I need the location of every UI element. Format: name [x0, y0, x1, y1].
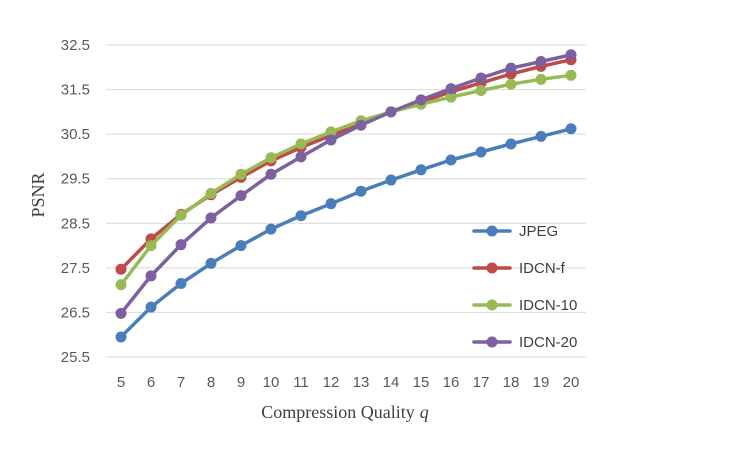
data-point: [505, 78, 517, 90]
x-tick-label: 10: [263, 374, 280, 391]
y-axis-tick-labels: 25.5 26.5 27.5 28.5 29.5 30.5 31.5 32.5: [61, 37, 90, 366]
legend-label: IDCN-20: [519, 334, 577, 351]
data-point: [325, 134, 337, 146]
x-tick-label: 13: [353, 374, 370, 391]
gridlines: [106, 44, 586, 358]
data-point: [295, 210, 307, 222]
data-point: [265, 168, 277, 180]
x-tick-label: 5: [117, 374, 125, 391]
data-point: [235, 240, 247, 252]
data-point: [325, 198, 337, 210]
y-tick-label: 27.5: [61, 260, 90, 277]
data-point: [475, 72, 487, 84]
x-axis-title-variable: q: [420, 402, 429, 422]
x-tick-label: 18: [503, 374, 520, 391]
series-idcn-10: [115, 69, 577, 291]
data-point: [565, 123, 577, 135]
x-tick-label: 19: [533, 374, 550, 391]
data-point: [535, 73, 547, 85]
data-point: [445, 83, 457, 95]
series-lines: [115, 49, 577, 343]
data-point: [295, 151, 307, 163]
legend-label: IDCN-10: [519, 297, 577, 314]
data-point: [175, 277, 187, 289]
data-point: [445, 91, 457, 103]
data-point: [265, 223, 277, 235]
series-jpeg: [115, 123, 577, 343]
data-point: [475, 146, 487, 158]
legend-label: JPEG: [519, 223, 558, 240]
series-line: [119, 127, 573, 339]
legend-entry: IDCN-20: [472, 334, 577, 351]
data-point: [235, 190, 247, 202]
x-axis-title-text: Compression Quality: [261, 402, 415, 422]
series-idcn-20: [115, 49, 577, 319]
x-tick-label: 9: [237, 374, 245, 391]
x-tick-label: 11: [293, 374, 309, 391]
x-tick-label: 20: [563, 374, 580, 391]
data-point: [385, 106, 397, 118]
data-point: [205, 187, 217, 199]
data-point: [205, 212, 217, 224]
x-tick-label: 17: [473, 374, 490, 391]
x-tick-label: 14: [383, 374, 400, 391]
data-point: [445, 154, 457, 166]
data-point: [295, 138, 307, 150]
data-point: [385, 174, 397, 186]
data-point: [565, 69, 577, 81]
y-tick-label: 28.5: [61, 215, 90, 232]
legend-swatch-marker: [486, 225, 498, 237]
data-point: [145, 301, 157, 313]
x-axis-tick-labels: 5 6 7 8 9 10 11 12 13 14 15 16 17 18 19 20: [117, 374, 580, 391]
y-tick-label: 29.5: [61, 171, 90, 188]
series-line: [119, 73, 573, 287]
data-point: [475, 84, 487, 96]
data-point: [565, 49, 577, 61]
data-point: [355, 185, 367, 197]
legend-swatch-marker: [486, 262, 498, 274]
data-point: [115, 279, 127, 291]
x-tick-label: 6: [147, 374, 155, 391]
data-point: [415, 94, 427, 106]
x-tick-label: 7: [177, 374, 185, 391]
legend-label: IDCN-f: [519, 260, 566, 277]
legend-entry: IDCN-10: [472, 297, 577, 314]
data-point: [265, 152, 277, 164]
x-axis-title: Compression Quality q: [261, 402, 429, 422]
data-point: [205, 257, 217, 269]
data-point: [175, 239, 187, 251]
data-point: [145, 270, 157, 282]
data-point: [355, 119, 367, 131]
data-point: [415, 164, 427, 176]
data-point: [115, 263, 127, 275]
x-tick-label: 16: [443, 374, 460, 391]
x-tick-label: 15: [413, 374, 430, 391]
data-point: [145, 240, 157, 252]
legend-entry: JPEG: [472, 223, 558, 240]
data-point: [115, 307, 127, 319]
data-point: [535, 55, 547, 67]
x-tick-label: 12: [323, 374, 340, 391]
y-axis-title: PSNR: [28, 172, 48, 217]
data-point: [175, 209, 187, 221]
y-tick-label: 25.5: [61, 349, 90, 366]
legend: JPEG IDCN-f IDCN-10 IDCN-20: [472, 223, 577, 351]
x-tick-label: 8: [207, 374, 215, 391]
data-point: [505, 138, 517, 150]
data-point: [535, 130, 547, 142]
y-tick-label: 32.5: [61, 37, 90, 54]
data-point: [505, 62, 517, 74]
y-tick-label: 30.5: [61, 126, 90, 143]
y-tick-label: 26.5: [61, 304, 90, 321]
legend-swatch-marker: [486, 299, 498, 311]
legend-swatch-marker: [486, 336, 498, 348]
y-tick-label: 31.5: [61, 82, 90, 99]
data-point: [115, 331, 127, 343]
legend-entry: IDCN-f: [472, 260, 566, 277]
series-line: [119, 53, 573, 316]
data-point: [235, 168, 247, 180]
data-point: [325, 126, 337, 138]
